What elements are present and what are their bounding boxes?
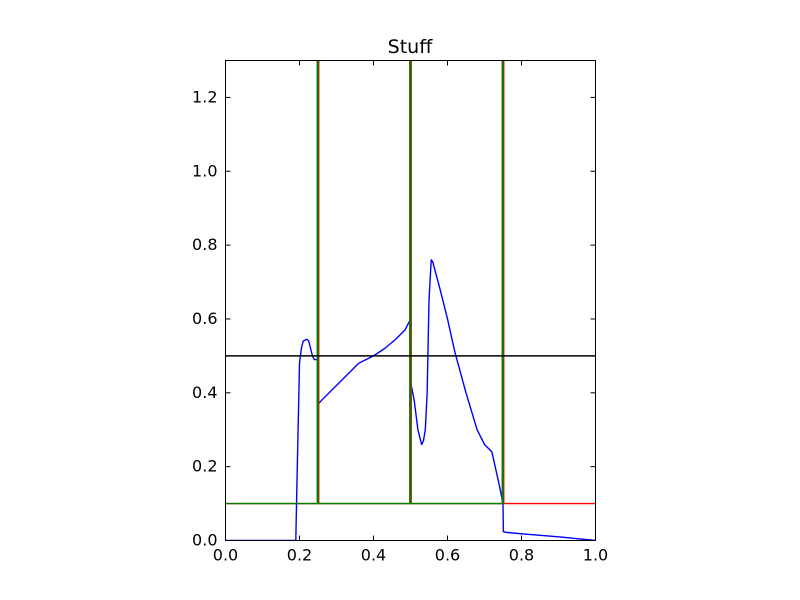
y-tick-label: 0.6 [192,309,217,328]
tick-layer: 0.0 0.2 0.4 0.6 0.8 1.0 0.0 0.2 0.4 0.6 0.8 1.0 1.2 [192,60,608,565]
series-layer [225,60,596,541]
x-tick-label: 1.0 [583,546,608,565]
series-line-0 [225,259,596,541]
x-tick-label: 0.2 [287,546,312,565]
x-tick-label: 0.6 [435,546,460,565]
y-tick-label: 0.4 [192,383,217,402]
series-line-2 [225,60,504,505]
y-tick-label: 0.8 [192,235,217,254]
y-tick-label: 1.2 [192,87,217,106]
y-tick-label: 0.2 [192,457,217,476]
plot-frame [225,60,596,541]
y-tick-label: 0.0 [192,531,217,550]
chart-title: Stuff [388,36,434,58]
x-tick-label: 0.8 [509,546,534,565]
y-tick-label: 1.0 [192,161,217,180]
x-tick-label: 0.4 [361,546,386,565]
x-tick-label: 0.0 [213,546,238,565]
